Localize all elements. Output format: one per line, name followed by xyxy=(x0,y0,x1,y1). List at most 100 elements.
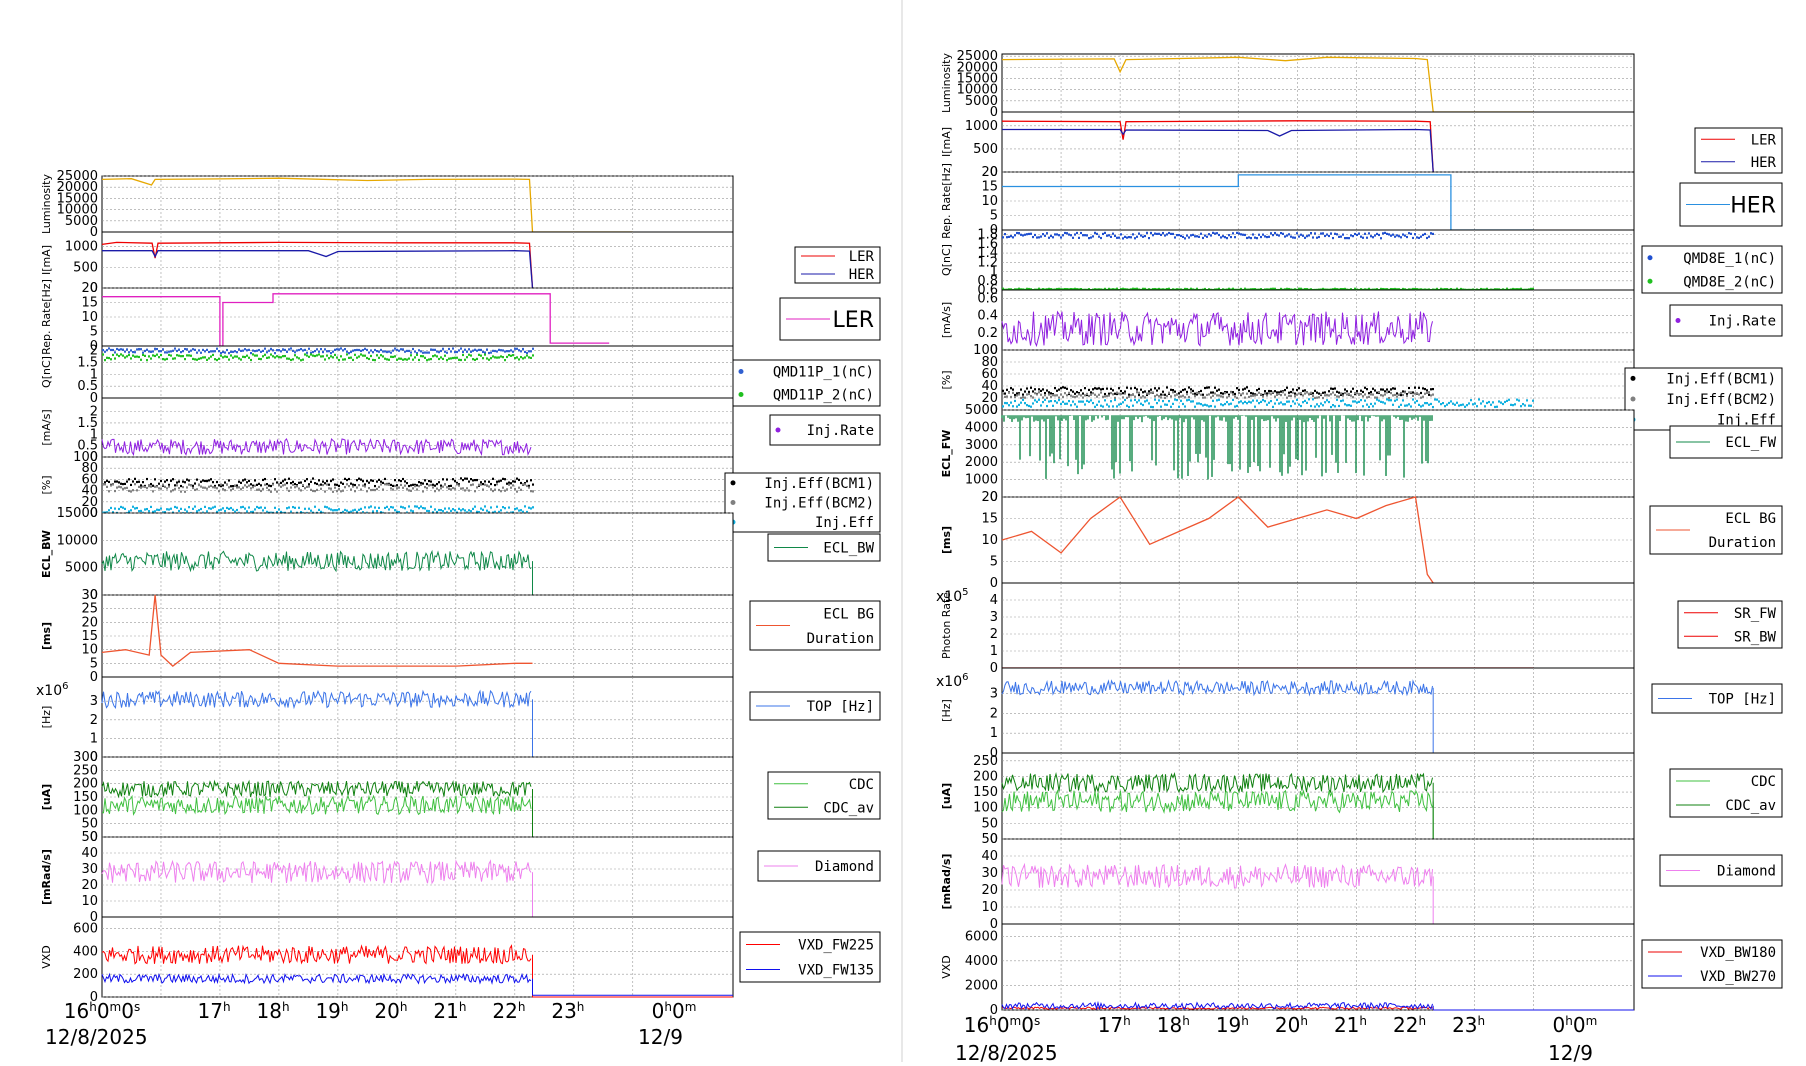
data-point xyxy=(496,356,498,359)
data-point xyxy=(134,355,136,358)
data-point xyxy=(216,480,218,484)
data-point xyxy=(530,356,532,359)
data-point xyxy=(240,349,242,353)
data-point xyxy=(254,479,256,482)
data-point xyxy=(1090,399,1092,402)
legend-label: Inj.Eff(BCM1) xyxy=(1666,371,1776,387)
data-point xyxy=(176,349,178,353)
data-point xyxy=(202,356,204,359)
legend-label: Inj.Eff xyxy=(1717,413,1776,429)
data-point xyxy=(1034,233,1036,237)
data-point xyxy=(1258,402,1260,405)
data-point xyxy=(1396,288,1398,291)
data-point xyxy=(176,481,178,484)
data-point xyxy=(1428,391,1430,394)
legend-label: Inj.Rate xyxy=(1709,314,1776,330)
data-point xyxy=(1432,232,1434,235)
data-point xyxy=(1280,390,1282,393)
series-line xyxy=(101,594,533,667)
panel-frame xyxy=(101,916,734,998)
data-point xyxy=(178,354,180,357)
data-point xyxy=(142,351,144,354)
x-tick-label: 19h xyxy=(1216,1013,1249,1037)
y-tick-label: 0 xyxy=(990,576,998,591)
data-point xyxy=(1316,391,1318,394)
data-point xyxy=(1168,392,1170,395)
data-point xyxy=(462,353,464,357)
y-tick-label: 0.5 xyxy=(77,439,98,454)
data-point xyxy=(218,509,220,512)
data-point xyxy=(398,349,400,352)
data-point xyxy=(508,353,510,357)
data-point xyxy=(1424,232,1426,236)
data-point xyxy=(1104,395,1106,398)
data-point xyxy=(400,357,402,360)
data-point xyxy=(512,480,514,483)
x-tick-label: 16h0m0s xyxy=(64,999,141,1023)
data-point xyxy=(380,480,382,483)
data-point xyxy=(1192,400,1194,403)
data-point xyxy=(102,353,104,356)
data-point xyxy=(1254,405,1256,408)
data-point xyxy=(1144,234,1146,238)
data-point xyxy=(276,490,278,493)
data-point xyxy=(262,478,264,482)
data-point xyxy=(242,486,244,489)
data-point xyxy=(1532,399,1534,402)
data-point xyxy=(122,506,124,509)
data-point xyxy=(432,355,434,358)
data-point xyxy=(1066,394,1068,397)
data-point xyxy=(1194,235,1196,238)
data-point xyxy=(446,511,448,514)
panel-frame xyxy=(1001,923,1635,1011)
data-point xyxy=(324,490,326,493)
data-point xyxy=(528,486,530,489)
data-point xyxy=(382,350,384,353)
data-point xyxy=(366,356,368,360)
data-point xyxy=(502,349,504,352)
data-point xyxy=(364,485,366,488)
data-point xyxy=(1160,405,1162,408)
data-point xyxy=(324,505,326,508)
data-point xyxy=(1392,233,1394,236)
data-point xyxy=(470,510,472,513)
data-point xyxy=(268,349,270,352)
data-point xyxy=(1212,231,1214,234)
data-point xyxy=(1130,236,1132,239)
data-point xyxy=(1212,394,1214,397)
data-point xyxy=(1306,401,1308,404)
data-point xyxy=(216,487,218,490)
data-point xyxy=(264,483,266,486)
data-point xyxy=(244,348,246,351)
data-point xyxy=(400,483,402,487)
data-point xyxy=(382,355,384,358)
data-point xyxy=(1348,237,1350,240)
data-point xyxy=(414,350,416,353)
data-point xyxy=(312,354,314,357)
data-point xyxy=(290,347,292,350)
data-point xyxy=(1186,234,1188,237)
data-point xyxy=(272,349,274,352)
data-point xyxy=(1016,405,1018,408)
y-tick-label: 5 xyxy=(90,325,98,340)
data-point xyxy=(446,486,448,489)
data-point xyxy=(1426,391,1428,395)
data-point xyxy=(370,354,372,358)
data-point xyxy=(232,485,234,488)
data-point xyxy=(1416,288,1418,291)
data-point xyxy=(232,487,234,490)
data-point xyxy=(1380,388,1382,391)
data-point xyxy=(468,489,470,492)
data-point xyxy=(168,350,170,353)
data-point xyxy=(260,506,262,509)
data-point xyxy=(296,485,298,488)
data-point xyxy=(1090,391,1092,394)
data-point xyxy=(350,482,352,485)
data-point xyxy=(1074,395,1076,399)
data-point xyxy=(440,356,442,359)
data-point xyxy=(1382,394,1384,397)
data-point xyxy=(1520,287,1522,290)
data-point xyxy=(1412,391,1414,394)
